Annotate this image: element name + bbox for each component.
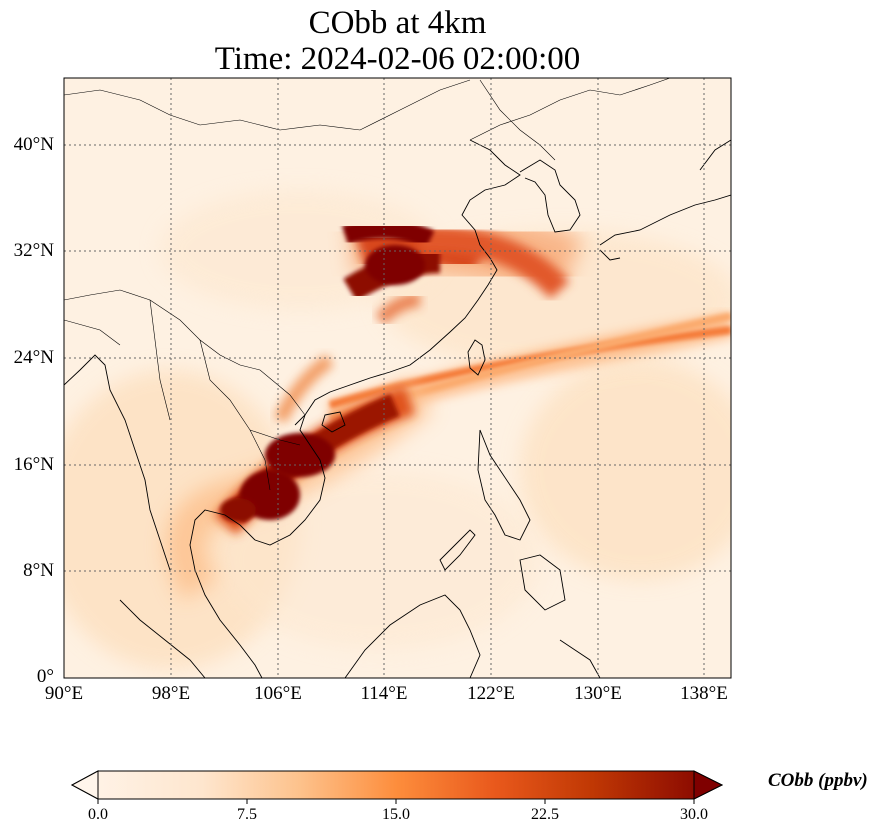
lat-tick-8n: 8°N xyxy=(23,560,54,581)
map-title: CObb at 4km xyxy=(308,5,487,41)
lat-tick-16n: 16°N xyxy=(13,454,54,475)
colorbar-tick-22-5: 22.5 xyxy=(531,806,559,823)
colorbar-min-extend xyxy=(70,770,99,800)
gridlines xyxy=(64,78,731,678)
coastlines xyxy=(64,78,731,678)
lon-tick-98e: 98°E xyxy=(151,683,191,704)
map-area xyxy=(64,78,731,678)
lon-tick-114e: 114°E xyxy=(360,683,408,704)
lat-tick-32n: 32°N xyxy=(13,240,54,261)
lat-tick-40n: 40°N xyxy=(13,134,54,155)
colorbar-tick-0: 0.0 xyxy=(88,806,108,823)
colorbar-tick-30: 30.0 xyxy=(680,806,708,823)
colorbar-label: CObb (ppbv) xyxy=(768,770,868,791)
lon-tick-130e: 130°E xyxy=(574,683,622,704)
map-subtitle-time: Time: 2024-02-06 02:00:00 xyxy=(214,41,581,77)
colorbar-gradient xyxy=(70,770,724,800)
lon-tick-122e: 122°E xyxy=(467,683,515,704)
map-frame xyxy=(63,77,732,679)
colorbar-max-extend xyxy=(693,770,724,800)
colorbar xyxy=(70,770,724,804)
colorbar-tick-15: 15.0 xyxy=(382,806,410,823)
lon-tick-106e: 106°E xyxy=(254,683,302,704)
concentration-field xyxy=(64,190,731,670)
lon-tick-90e: 90°E xyxy=(44,683,84,704)
lon-tick-138e: 138°E xyxy=(680,683,728,704)
lat-tick-0: 0° xyxy=(36,666,54,687)
colorbar-tick-7-5: 7.5 xyxy=(237,806,257,823)
lat-tick-24n: 24°N xyxy=(13,347,54,368)
